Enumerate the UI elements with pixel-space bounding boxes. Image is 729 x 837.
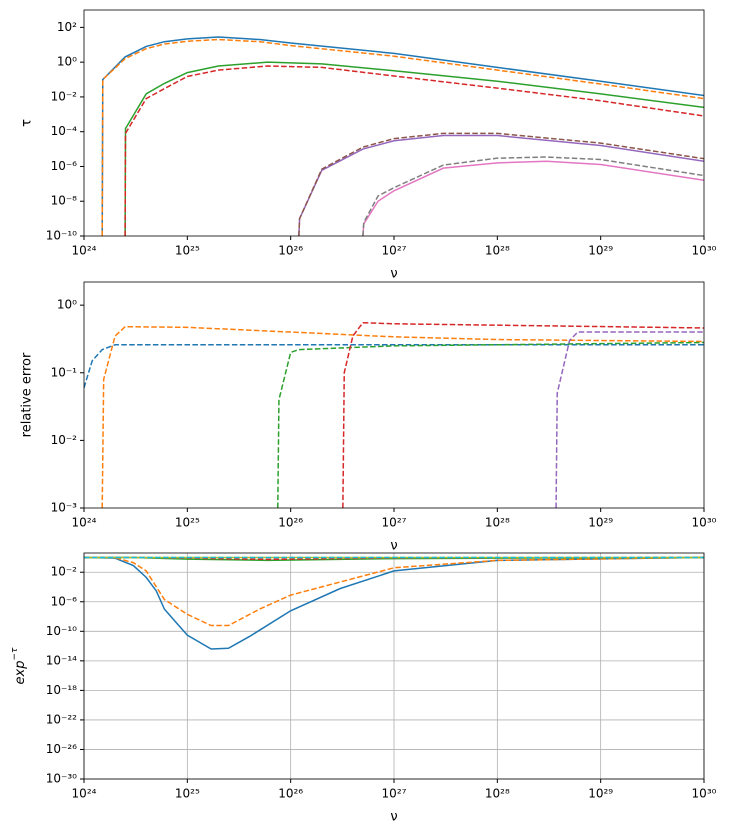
y-tick-label: 10⁻³⁰ xyxy=(46,772,77,786)
x-tick-label: 10²⁴ xyxy=(72,244,97,258)
y-label-base: exp xyxy=(13,661,28,685)
series-line xyxy=(298,132,704,236)
x-axis-label: ν xyxy=(390,810,397,825)
series-line xyxy=(342,321,704,508)
series-line xyxy=(101,38,704,236)
y-tick-label: 10⁻¹⁰ xyxy=(46,624,77,638)
y-tick-label: 10⁰ xyxy=(57,55,77,69)
x-tick-label: 10²⁹ xyxy=(588,244,613,258)
y-tick-label: 10⁻² xyxy=(51,565,78,579)
x-axis-label: ν xyxy=(390,539,397,554)
series-line xyxy=(124,61,704,236)
x-tick-label: 10²⁹ xyxy=(588,516,613,530)
series-line xyxy=(277,341,704,508)
x-tick-label: 10²⁵ xyxy=(175,787,200,801)
x-tick-label: 10²⁸ xyxy=(485,516,510,530)
x-tick-label: 10²⁴ xyxy=(72,516,97,530)
series-line xyxy=(84,556,704,627)
panel: 10²⁴ 10²⁵ 10²⁶ 10²⁷ 10²⁸ 10²⁹ 10³⁰ 10⁻³ 10⁻² 10⁻¹… xyxy=(20,281,717,554)
y-tick-label: 10⁻⁶ xyxy=(51,159,78,173)
x-tick-label: 10²⁴ xyxy=(72,787,97,801)
y-tick-label: 10⁻³ xyxy=(51,501,78,515)
y-tick-label: 10⁻⁸ xyxy=(51,194,78,208)
plot-area xyxy=(101,36,704,236)
y-axis-label: relative error xyxy=(20,352,35,437)
y-tick-label: 10⁻⁶ xyxy=(51,594,78,608)
y-tick-label: 10⁻² xyxy=(51,89,78,103)
panel: 10²⁴ 10²⁵ 10²⁶ 10²⁷ 10²⁸ 10²⁹ 10³⁰ 10⁻¹⁰ 10⁻⁸ 10⁻… xyxy=(20,9,717,282)
series-line xyxy=(362,160,704,236)
y-tick-label: 10⁻⁴ xyxy=(51,124,78,138)
axes-frame xyxy=(83,9,705,237)
plot-area xyxy=(84,321,704,508)
y-axis-label: τ xyxy=(20,119,35,127)
y-tick-label: 10⁻¹ xyxy=(51,365,78,379)
y-tick-label: 10⁰ xyxy=(57,298,77,312)
y-tick-label: 10⁻²² xyxy=(46,712,77,726)
y-tick-label: 10⁻²⁶ xyxy=(46,742,77,756)
y-axis-label: exp−τ xyxy=(10,647,28,684)
x-tick-label: 10³⁰ xyxy=(692,787,717,801)
series-line xyxy=(84,556,704,650)
y-tick-label: 10² xyxy=(57,20,77,34)
x-tick-label: 10²⁷ xyxy=(382,244,407,258)
axes-frame xyxy=(83,552,705,780)
series-line xyxy=(124,65,704,236)
x-tick-label: 10²⁸ xyxy=(485,787,510,801)
y-label-sup: −τ xyxy=(10,647,20,661)
x-axis-label: ν xyxy=(390,267,397,282)
x-tick-label: 10²⁸ xyxy=(485,244,510,258)
x-tick-label: 10³⁰ xyxy=(692,516,717,530)
y-tick-label: 10⁻¹⁴ xyxy=(46,653,77,667)
y-tick-label: 10⁻² xyxy=(51,433,78,447)
axes-frame xyxy=(83,281,705,509)
series-line xyxy=(101,325,704,508)
x-tick-label: 10²⁶ xyxy=(278,244,303,258)
x-tick-label: 10²⁵ xyxy=(175,516,200,530)
x-tick-label: 10²⁵ xyxy=(175,244,200,258)
x-tick-label: 10²⁷ xyxy=(382,516,407,530)
series-line xyxy=(298,134,704,236)
plot-area xyxy=(84,556,704,650)
series-line xyxy=(101,36,704,236)
x-tick-label: 10²⁷ xyxy=(382,787,407,801)
x-tick-label: 10²⁹ xyxy=(588,787,613,801)
y-tick-label: 10⁻¹⁰ xyxy=(46,229,77,243)
x-tick-label: 10³⁰ xyxy=(692,244,717,258)
y-tick-label: 10⁻¹⁸ xyxy=(46,683,77,697)
series-line xyxy=(555,331,704,508)
x-tick-label: 10²⁶ xyxy=(278,516,303,530)
series-line xyxy=(84,343,704,388)
series-line xyxy=(362,156,704,236)
panel: 10²⁴ 10²⁵ 10²⁶ 10²⁷ 10²⁸ 10²⁹ 10³⁰ 10⁻³⁰ 10⁻²⁶ 10… xyxy=(10,552,717,825)
x-tick-label: 10²⁶ xyxy=(278,787,303,801)
